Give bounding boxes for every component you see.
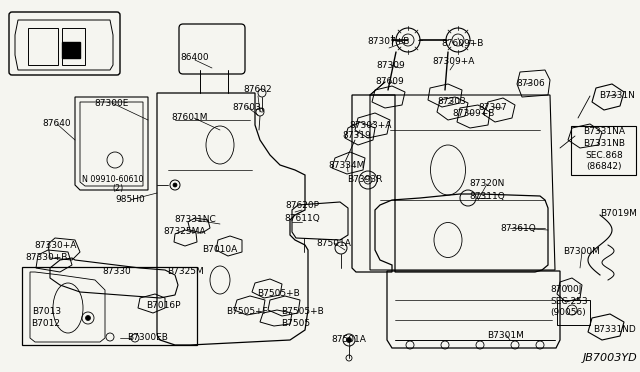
Text: B7013: B7013 [33, 307, 61, 315]
Text: 87306: 87306 [516, 78, 545, 87]
Text: B7301M: B7301M [488, 330, 524, 340]
Text: 87307: 87307 [479, 103, 508, 112]
Text: B7300EB: B7300EB [127, 333, 168, 341]
Text: B7300M: B7300M [564, 247, 600, 257]
Text: 87603: 87603 [232, 103, 261, 112]
Text: 87601M: 87601M [172, 113, 208, 122]
Text: 985H0: 985H0 [115, 196, 145, 205]
Text: B7010A: B7010A [202, 244, 237, 253]
Bar [571, 126, 636, 175]
Text: B7393R: B7393R [348, 174, 383, 183]
Text: B7505: B7505 [282, 318, 310, 327]
Text: B7325M: B7325M [166, 266, 204, 276]
Text: SEC.868: SEC.868 [585, 151, 623, 160]
Text: 87309+A: 87309+A [433, 58, 475, 67]
Text: 87320N: 87320N [469, 180, 505, 189]
Text: 87325MA: 87325MA [164, 228, 206, 237]
Text: 87330: 87330 [102, 266, 131, 276]
Text: 87309+B: 87309+B [453, 109, 495, 118]
Text: 87361Q: 87361Q [500, 224, 536, 232]
Text: (86842): (86842) [586, 161, 621, 170]
Text: B7331NA: B7331NA [583, 126, 625, 135]
Text: 87303+A: 87303+A [350, 121, 392, 129]
Text: 87303: 87303 [438, 96, 467, 106]
Text: 87640: 87640 [43, 119, 71, 128]
Circle shape [346, 337, 351, 343]
Circle shape [86, 315, 90, 321]
Circle shape [173, 183, 177, 187]
Text: 86400: 86400 [180, 52, 209, 61]
Text: 87319: 87319 [342, 131, 371, 141]
Bar [22, 267, 197, 345]
Text: B7019M: B7019M [600, 209, 637, 218]
Text: 87331NC: 87331NC [174, 215, 216, 224]
Text: 87300E: 87300E [95, 99, 129, 108]
Text: 87602: 87602 [244, 86, 272, 94]
Text: 87330+B: 87330+B [26, 253, 68, 263]
Text: 87609: 87609 [376, 77, 404, 87]
Text: 87330+A: 87330+A [35, 241, 77, 250]
Text: B7331ND: B7331ND [593, 326, 636, 334]
Text: B7505+F: B7505+F [226, 307, 268, 315]
Text: 87609+B: 87609+B [442, 38, 484, 48]
Text: JB7003YD: JB7003YD [582, 353, 637, 363]
Text: 87334M: 87334M [329, 160, 365, 170]
Text: B7016P: B7016P [146, 301, 180, 310]
Text: B7331N: B7331N [599, 90, 635, 99]
Text: (90056): (90056) [550, 308, 586, 317]
Text: B7012: B7012 [31, 318, 61, 327]
Text: 87307+B: 87307+B [368, 38, 410, 46]
Text: (2): (2) [113, 185, 124, 193]
Bar [62, 28, 85, 65]
Text: B7331NB: B7331NB [583, 138, 625, 148]
Text: SEC.253: SEC.253 [550, 296, 588, 305]
Bar [557, 300, 590, 325]
Text: B7505+B: B7505+B [257, 289, 300, 298]
Text: N 09910-60610: N 09910-60610 [83, 174, 144, 183]
Text: B7505+B: B7505+B [282, 307, 324, 315]
Text: 87611Q: 87611Q [284, 214, 320, 222]
Bar [62, 42, 80, 58]
Text: 87311Q: 87311Q [469, 192, 505, 201]
Text: 87620P: 87620P [285, 202, 319, 211]
Text: 87000J: 87000J [550, 285, 582, 294]
Text: 87501A: 87501A [317, 238, 351, 247]
Bar [28, 28, 58, 65]
Text: 87309: 87309 [376, 61, 405, 70]
Text: 87501A: 87501A [332, 334, 367, 343]
